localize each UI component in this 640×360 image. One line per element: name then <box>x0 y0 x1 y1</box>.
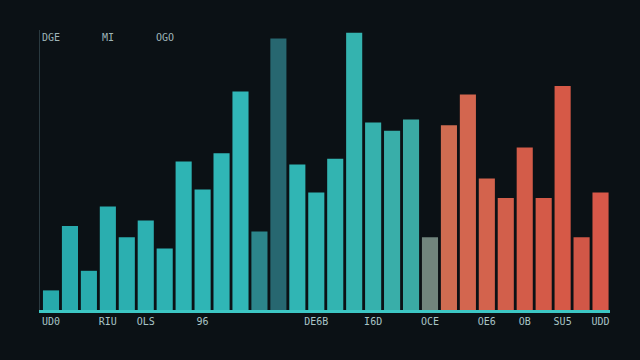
svg-text:SU5: SU5 <box>554 316 572 327</box>
svg-text:RIU: RIU <box>99 316 117 327</box>
svg-text:OGO: OGO <box>156 32 174 43</box>
svg-text:DGE: DGE <box>42 32 60 43</box>
svg-text:UD0: UD0 <box>42 316 60 327</box>
svg-text:I6D: I6D <box>364 316 382 327</box>
svg-text:OLS: OLS <box>137 316 155 327</box>
svg-text:DE6B: DE6B <box>304 316 328 327</box>
svg-text:OB: OB <box>519 316 531 327</box>
svg-text:OE6: OE6 <box>478 316 496 327</box>
svg-text:MI: MI <box>102 32 114 43</box>
svg-text:UDD: UDD <box>591 316 609 327</box>
svg-text:96: 96 <box>197 316 209 327</box>
svg-text:OCE: OCE <box>421 316 439 327</box>
